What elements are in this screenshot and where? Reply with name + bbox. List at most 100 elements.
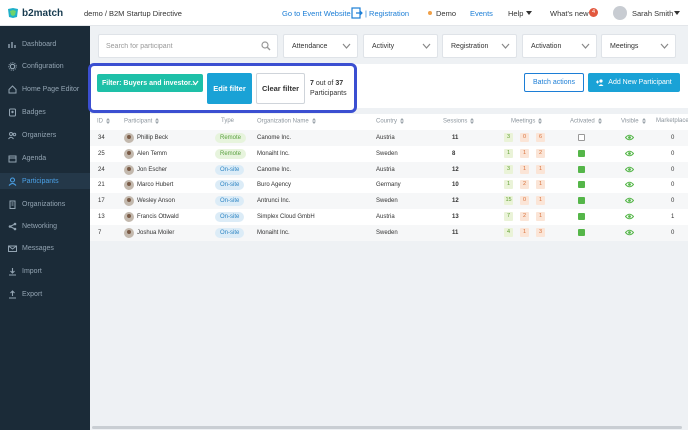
meetings-declined: 1	[536, 180, 545, 189]
cell-participant-name[interactable]: Alen Temm	[137, 151, 167, 157]
activation-dropdown[interactable]: Activation	[522, 34, 597, 58]
user-avatar[interactable]	[613, 6, 627, 20]
sort-icon[interactable]	[641, 118, 646, 124]
sort-icon[interactable]	[538, 118, 543, 124]
visible-eye-icon[interactable]	[625, 166, 634, 173]
column-header-meetings[interactable]: Meetings	[511, 118, 543, 125]
table-row[interactable]: 34 Phillip Beck Remote Canome Inc. Austria 11…	[90, 130, 688, 146]
demo-link[interactable]: Demo	[436, 9, 457, 18]
go-to-event-website-link[interactable]: Go to Event Website	[282, 9, 351, 18]
activated-checkbox[interactable]	[578, 134, 585, 141]
sidebar-item-import[interactable]: Import	[0, 263, 90, 279]
sidebar-item-configuration[interactable]: Configuration	[0, 58, 90, 74]
cell-participant-name[interactable]: Wesley Anson	[137, 198, 175, 204]
logo[interactable]: b2match	[7, 6, 63, 20]
table-row[interactable]: 25 Alen Temm Remote Monaiht Inc. Sweden 8 1 1 2 0	[90, 146, 688, 162]
visible-eye-icon[interactable]	[625, 150, 634, 157]
sort-icon[interactable]	[470, 118, 475, 124]
sidebar-item-badges[interactable]: Badges	[0, 104, 90, 120]
active-filter-select[interactable]: Filter: Buyers and investor...	[97, 74, 203, 92]
sidebar-item-organizers[interactable]: Organizers	[0, 127, 90, 143]
activated-checkbox[interactable]	[578, 213, 585, 220]
sidebar-item-label: Messages	[22, 244, 54, 252]
sort-icon[interactable]	[155, 118, 160, 124]
meetings-declined: 1	[536, 165, 545, 174]
horizontal-scrollbar[interactable]	[92, 426, 682, 429]
chevron-down-icon	[581, 43, 590, 49]
participant-search[interactable]	[98, 34, 278, 58]
table-row[interactable]: 24 Jon Escher On-site Canome Inc. Austria 12 3…	[90, 162, 688, 178]
column-header-label: Sessions	[443, 118, 468, 125]
registration-link[interactable]: | Registration	[365, 9, 410, 18]
sort-icon[interactable]	[106, 118, 110, 124]
sidebar-item-export[interactable]: Export	[0, 286, 90, 302]
cell-participant-name[interactable]: Joshua Moiler	[137, 230, 175, 236]
column-header-marketplace[interactable]: Marketplace	[656, 118, 688, 124]
column-header-country[interactable]: Country	[376, 118, 405, 125]
cell-organization: Buro Agency	[257, 182, 292, 188]
whats-new-link[interactable]: What's new	[550, 9, 589, 18]
column-header-activated[interactable]: Activated	[570, 118, 602, 125]
column-header-id[interactable]: ID	[97, 118, 110, 125]
table-row[interactable]: 21 Marco Hubert On-site Buro Agency Germany 1…	[90, 177, 688, 193]
visible-eye-icon[interactable]	[625, 134, 634, 141]
activated-checkbox[interactable]	[578, 150, 585, 157]
sidebar-item-label: Export	[22, 290, 43, 298]
cell-marketplace: 0	[671, 198, 675, 204]
activated-checkbox[interactable]	[578, 166, 585, 173]
cell-country: Austria	[376, 167, 395, 173]
registration-dropdown[interactable]: Registration	[442, 34, 517, 58]
table-row[interactable]: 13 Francis Ottwald On-site Simplex Cloud Gm…	[90, 209, 688, 225]
visible-eye-icon[interactable]	[625, 181, 634, 188]
column-header-visible[interactable]: Visible	[621, 118, 646, 125]
activated-checkbox[interactable]	[578, 197, 585, 204]
sidebar-item-agenda[interactable]: Agenda	[0, 150, 90, 166]
column-header-type[interactable]: Type	[221, 118, 234, 124]
type-badge: On-site	[215, 180, 245, 190]
help-caret-icon	[526, 11, 532, 15]
visible-eye-icon[interactable]	[625, 197, 634, 204]
add-new-participant-label: Add New Participant	[608, 79, 672, 86]
batch-actions-button[interactable]: Batch actions	[524, 73, 584, 92]
visible-eye-icon[interactable]	[625, 229, 634, 236]
sort-icon[interactable]	[311, 118, 316, 124]
help-menu[interactable]: Help	[508, 9, 524, 18]
cell-participant-name[interactable]: Jon Escher	[137, 167, 168, 173]
sidebar-item-messages[interactable]: Messages	[0, 240, 90, 256]
sidebar-item-dashboard[interactable]: Dashboard	[0, 36, 90, 52]
cell-participant-name[interactable]: Phillip Beck	[137, 135, 169, 141]
add-new-participant-button[interactable]: Add New Participant	[588, 73, 680, 92]
sidebar-item-organizations[interactable]: Organizations	[0, 196, 90, 212]
user-menu[interactable]: Sarah Smith	[632, 9, 674, 18]
activated-checkbox[interactable]	[578, 229, 585, 236]
activity-dropdown[interactable]: Activity	[363, 34, 438, 58]
cell-participant-name[interactable]: Francis Ottwald	[137, 214, 179, 220]
calendar-icon	[8, 154, 17, 163]
cell-sessions: 11	[452, 135, 459, 141]
sidebar-item-home-page-editor[interactable]: Home Page Editor	[0, 81, 90, 97]
visible-eye-icon[interactable]	[625, 213, 634, 220]
type-badge: On-site	[215, 196, 245, 206]
search-input[interactable]	[99, 35, 249, 57]
column-header-organization[interactable]: Organization Name	[257, 118, 316, 125]
sort-icon[interactable]	[597, 118, 602, 124]
search-icon[interactable]	[261, 41, 271, 51]
meetings-dropdown[interactable]: Meetings	[601, 34, 676, 58]
activated-checkbox[interactable]	[578, 181, 585, 188]
table-row[interactable]: 7 Joshua Moiler On-site Monaiht Inc. Sweden 1…	[90, 225, 688, 241]
chevron-down-icon	[660, 43, 669, 49]
column-header-participant[interactable]: Participant	[124, 118, 160, 125]
meetings-pending: 1	[520, 165, 529, 174]
external-link-icon[interactable]	[351, 7, 363, 19]
attendance-dropdown[interactable]: Attendance	[283, 34, 358, 58]
table-row[interactable]: 17 Wesley Anson On-site Antrunci Inc. Sweden…	[90, 193, 688, 209]
sort-icon[interactable]	[400, 118, 405, 124]
sidebar-item-networking[interactable]: Networking	[0, 218, 90, 234]
cell-organization: Canome Inc.	[257, 135, 292, 141]
clear-filter-button[interactable]: Clear filter	[256, 73, 305, 104]
column-header-sessions[interactable]: Sessions	[443, 118, 475, 125]
sidebar-item-participants[interactable]: Participants	[0, 173, 90, 189]
edit-filter-button[interactable]: Edit filter	[207, 73, 252, 104]
events-link[interactable]: Events	[470, 9, 493, 18]
cell-participant-name[interactable]: Marco Hubert	[137, 182, 174, 188]
